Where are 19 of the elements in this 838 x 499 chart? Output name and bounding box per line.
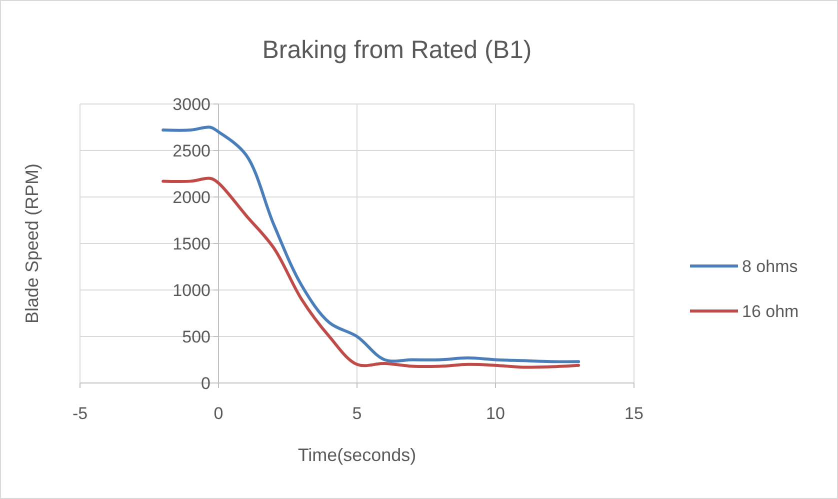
x-tick-label: 15 xyxy=(624,404,644,423)
x-tick-label: -5 xyxy=(72,404,88,423)
y-tick-label: 2500 xyxy=(172,142,210,160)
x-tick-label: 0 xyxy=(214,404,224,423)
x-axis-title: Time(seconds) xyxy=(298,445,416,465)
line-series xyxy=(162,176,580,369)
line-series xyxy=(162,126,580,364)
x-tick-label: 10 xyxy=(486,404,505,423)
chart-title: Braking from Rated (B1) xyxy=(262,36,532,64)
y-tick-label: 2000 xyxy=(172,188,210,207)
y-axis-title: Blade Speed (RPM) xyxy=(22,163,42,324)
legend-label: 8 ohms xyxy=(742,257,798,276)
x-tick-label: 5 xyxy=(352,404,362,423)
y-tick-label: 500 xyxy=(182,328,210,346)
legend-label: 16 ohm xyxy=(742,302,799,321)
y-tick-label: 1000 xyxy=(172,281,210,300)
y-tick-label: 1500 xyxy=(172,234,210,254)
y-tick-label: 3000 xyxy=(172,95,210,114)
y-tick-label: 0 xyxy=(201,374,210,393)
